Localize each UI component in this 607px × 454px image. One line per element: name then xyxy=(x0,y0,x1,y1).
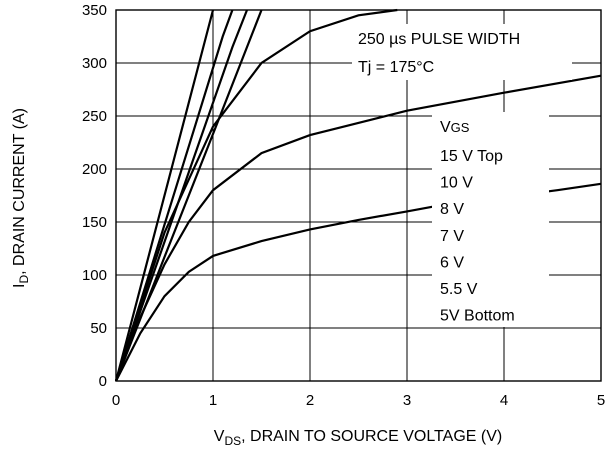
y-tick-label: 0 xyxy=(99,373,107,390)
legend-entry: 10 V xyxy=(440,175,473,192)
x-tick-label: 4 xyxy=(500,392,508,409)
y-tick-label: 250 xyxy=(82,108,107,125)
legend: 15 V Top 10 V 8 V 7 V 6 V 5.5 V 5V Bottom xyxy=(440,148,515,325)
legend-entry: 8 V xyxy=(440,201,464,218)
y-tick-label: 100 xyxy=(82,267,107,284)
legend-bg xyxy=(432,112,549,327)
series-line xyxy=(114,8,398,382)
y-tick-label: 150 xyxy=(82,214,107,231)
y-tick-label: 50 xyxy=(90,320,107,337)
pulse-width-annotation: 250 µs PULSE WIDTH xyxy=(358,31,520,48)
legend-entry: 7 V xyxy=(440,228,464,245)
plot-frame xyxy=(115,9,602,382)
x-tick-label: 1 xyxy=(209,392,217,409)
junction-temp-annotation: Tj = 175°C xyxy=(358,59,434,76)
y-tick-label: 200 xyxy=(82,161,107,178)
x-tick-label: 0 xyxy=(112,392,120,409)
y-tick-label: 300 xyxy=(82,55,107,72)
legend-entry: 5.5 V xyxy=(440,281,478,298)
series-line xyxy=(114,9,234,382)
x-axis-title: VDS, DRAIN TO SOURCE VOLTAGE (V) xyxy=(214,428,502,448)
legend-title: VGS xyxy=(440,119,470,136)
y-axis-title: ID, DRAIN CURRENT (A) xyxy=(11,108,31,288)
series-curves xyxy=(114,8,602,382)
legend-entry: 6 V xyxy=(440,254,464,271)
annotation-backgrounds xyxy=(352,24,572,327)
legend-entry: 15 V Top xyxy=(440,148,503,165)
x-tick-label: 5 xyxy=(597,392,605,409)
annotation-bg xyxy=(352,24,572,80)
series-line xyxy=(114,9,249,382)
y-tick-label: 350 xyxy=(82,2,107,19)
series-line xyxy=(114,9,215,382)
x-tick-label: 2 xyxy=(306,392,314,409)
legend-entry: 5V Bottom xyxy=(440,308,515,325)
series-line xyxy=(114,74,602,382)
x-tick-label: 3 xyxy=(403,392,411,409)
